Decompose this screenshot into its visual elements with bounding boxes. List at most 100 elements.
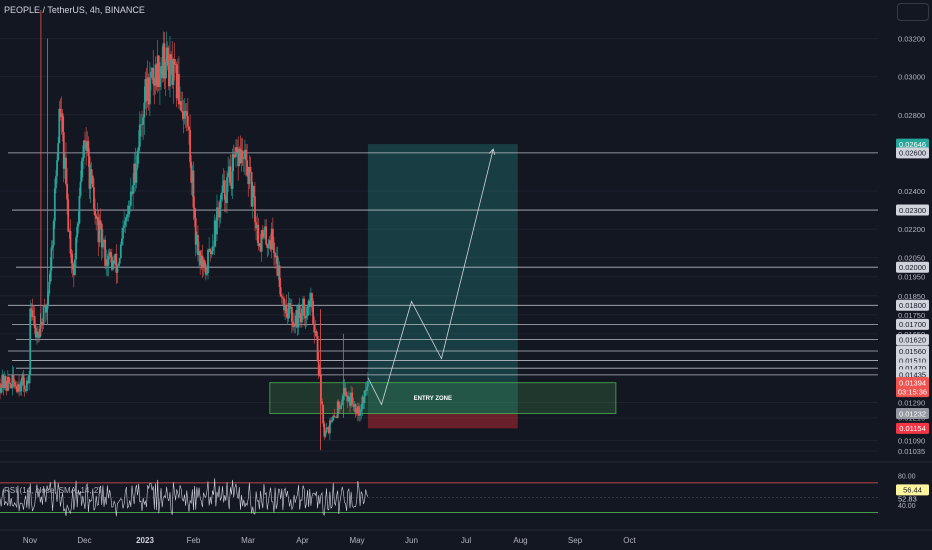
svg-text:0.01470: 0.01470 (899, 364, 926, 373)
candle-body (324, 432, 327, 437)
candle-body (205, 272, 208, 275)
candle-body (12, 374, 15, 383)
candle-body (238, 148, 241, 167)
svg-text:0.02600: 0.02600 (899, 149, 926, 158)
price-badge-0.01232[interactable]: 0.01232 (896, 408, 929, 420)
candle-body (19, 391, 22, 392)
stop-zone[interactable] (367, 413, 518, 429)
price-badge-0.01620[interactable]: 0.01620 (896, 334, 929, 346)
candle-body (367, 381, 369, 387)
candle-body (304, 315, 307, 319)
candle-body (136, 150, 139, 168)
candle-body (5, 388, 8, 391)
projection-path[interactable] (367, 148, 494, 406)
chart-settings-button[interactable] (897, 3, 929, 21)
candle-body (186, 116, 189, 127)
candle-body (244, 149, 246, 159)
candle-body (9, 382, 11, 385)
price-badge-0.02600[interactable]: 0.02600 (896, 147, 929, 159)
candle-body (129, 191, 132, 206)
symbol-legend[interactable]: PEOPLE / TetherUS, 4h, BINANCE (4, 5, 145, 15)
candle-body (36, 331, 38, 338)
candle-body (247, 175, 250, 185)
candle-body (231, 154, 234, 189)
rsi-value-badge[interactable]: 56.44 (896, 484, 929, 496)
candle-body (144, 78, 147, 103)
price-badge-0.01800[interactable]: 0.01800 (896, 299, 929, 311)
price-badge-0.01560[interactable]: 0.01560 (896, 345, 929, 357)
candle-body (172, 59, 175, 85)
svg-text:0.01800: 0.01800 (899, 301, 926, 310)
candle-body (3, 375, 6, 388)
candle-body (343, 387, 346, 396)
candle-body (228, 166, 231, 174)
candle-body (332, 415, 335, 421)
candle-body (255, 222, 257, 229)
candle-body (260, 230, 263, 252)
candle-body (266, 244, 269, 248)
candle-body (185, 111, 188, 117)
candle-body (347, 396, 350, 402)
candle-body (197, 234, 199, 256)
candle-body (40, 322, 43, 325)
price-badge-0.02646[interactable]: 0.02646 (896, 138, 929, 150)
price-badge-0.02000[interactable]: 0.02000 (896, 261, 929, 273)
candle-body (312, 300, 315, 325)
entry-zone[interactable] (269, 382, 617, 415)
rsi-legend[interactable]: RSI (14, close, SMA, 14, 2) (4, 486, 101, 495)
candle-body (0, 387, 3, 393)
price-badge-0.01700[interactable]: 0.01700 (896, 318, 929, 330)
candle-body (58, 108, 61, 144)
candle-body (264, 226, 266, 233)
candle-body (145, 78, 148, 101)
price-badge-0.01154[interactable]: 0.01154 (896, 422, 929, 434)
candle-body (74, 259, 76, 276)
y-tick-label: 0.02200 (898, 225, 925, 234)
candle-body (269, 240, 272, 250)
candle-body (15, 386, 18, 392)
candle-body (166, 47, 169, 66)
y-tick-label: 0.01750 (898, 311, 925, 320)
candle-body (256, 224, 259, 229)
candle-body (249, 166, 252, 173)
price-badge-0.02300[interactable]: 0.02300 (896, 204, 929, 216)
candle-body (334, 416, 337, 418)
candle-body (121, 238, 123, 245)
rsi-line (0, 478, 369, 517)
candle-body (21, 374, 24, 380)
svg-text:0.01435: 0.01435 (899, 371, 926, 380)
candle-body (213, 220, 216, 247)
candle-body (303, 298, 306, 316)
candle-body (133, 163, 136, 186)
candle-body (104, 239, 107, 266)
svg-text:56.44: 56.44 (903, 486, 922, 495)
candle-body (346, 395, 349, 402)
candle-body (191, 170, 194, 183)
target-zone[interactable] (367, 144, 518, 414)
candle-body (78, 195, 81, 224)
candle-body (275, 255, 278, 258)
candle-body (202, 260, 205, 269)
candle-body (230, 182, 233, 189)
candle-body (336, 401, 339, 419)
candle-body (96, 217, 99, 219)
candle-body (235, 147, 237, 157)
candle-body (363, 390, 366, 403)
candle-body (350, 392, 353, 406)
candle-body (2, 374, 5, 388)
candle-body (117, 263, 120, 266)
candle-body (268, 240, 271, 245)
candle-body (286, 313, 289, 319)
candle-body (315, 331, 318, 336)
candle-body (98, 220, 101, 243)
candle-body (203, 260, 206, 267)
candle-body (42, 305, 45, 324)
candle-body (279, 286, 282, 297)
candle-body (277, 265, 280, 276)
y-tick-label: 0.01090 (898, 437, 925, 446)
candle-body (99, 220, 102, 224)
candle-body (271, 228, 274, 243)
x-tick-label: Sep (568, 536, 583, 545)
